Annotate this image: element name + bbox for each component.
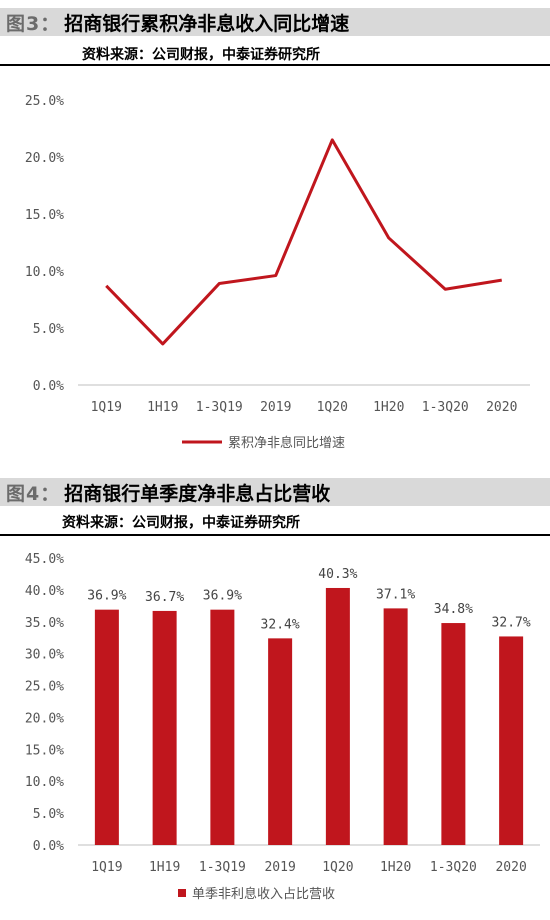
x-tick-label: 1Q19 [91,400,122,415]
data-label: 36.7% [145,590,184,605]
y-tick-label: 10.0% [25,265,64,280]
data-label: 36.9% [87,589,126,604]
data-label: 32.7% [492,615,531,630]
bar [152,610,177,845]
figure-4-header: 图4： 招商银行单季度净非息占比营收 [0,478,550,506]
y-tick-label: 25.0% [25,94,64,109]
data-label: 36.9% [203,589,242,604]
y-tick-label: 40.0% [25,584,64,599]
y-tick-label: 15.0% [25,208,64,223]
figure-3-source: 资料来源：公司财报，中泰证券研究所 [0,44,550,66]
figure-4-number: 图4： [6,482,61,505]
data-label: 37.1% [376,587,415,602]
legend-swatch [178,889,186,897]
figure-3-title: 招商银行累积净非息收入同比增速 [64,12,350,35]
bar [210,609,235,845]
x-tick-label: 1H19 [147,400,178,415]
y-tick-label: 45.0% [25,552,64,567]
bar [499,636,524,845]
y-tick-label: 10.0% [25,775,64,790]
figure-3-number: 图3： [6,12,61,35]
y-tick-label: 35.0% [25,616,64,631]
figure-4-source: 资料来源：公司财报，中泰证券研究所 [0,512,550,536]
y-tick-label: 20.0% [25,711,64,726]
data-label: 34.8% [434,602,473,617]
x-tick-label: 2020 [495,860,526,875]
x-tick-label: 1Q19 [91,860,122,875]
y-tick-label: 25.0% [25,680,64,695]
x-tick-label: 1H19 [149,860,180,875]
data-label: 32.4% [261,617,300,632]
bar [441,623,466,845]
x-tick-label: 2020 [486,400,517,415]
y-tick-label: 30.0% [25,648,64,663]
bar-chart: 0.0% 5.0% 10.0% 15.0% 20.0% 25.0% 30.0% 35.0% 40… [25,552,540,902]
x-tick-label: 1-3Q19 [196,400,243,415]
x-tick-label: 2019 [264,860,295,875]
data-label: 40.3% [318,567,357,582]
bar [268,638,293,845]
bar [383,608,408,845]
x-tick-label: 1-3Q19 [199,860,246,875]
x-tick-label: 1Q20 [322,860,353,875]
y-tick-label: 15.0% [25,743,64,758]
series-line [105,138,502,346]
y-tick-label: 0.0% [33,379,64,394]
bar [94,609,119,845]
figure-3-header: 图3： 招商银行累积净非息收入同比增速 [0,8,550,36]
bar [325,587,350,845]
x-tick-label: 1Q20 [317,400,348,415]
line-chart: 0.0% 5.0% 10.0% 15.0% 20.0% 25.0% 1Q19 1H19 1-3Q… [25,94,530,451]
y-tick-label: 20.0% [25,151,64,166]
legend-label: 单季非利息收入占比营收 [192,886,335,902]
y-tick-label: 5.0% [33,322,64,337]
figure-4-title: 招商银行单季度净非息占比营收 [64,482,331,505]
x-tick-label: 2019 [260,400,291,415]
x-tick-label: 1-3Q20 [430,860,477,875]
x-tick-label: 1H20 [373,400,404,415]
x-tick-label: 1-3Q20 [422,400,469,415]
legend-label: 累积净非息同比增速 [228,435,345,451]
y-tick-label: 0.0% [33,839,64,854]
x-tick-label: 1H20 [380,860,411,875]
y-tick-label: 5.0% [33,807,64,822]
